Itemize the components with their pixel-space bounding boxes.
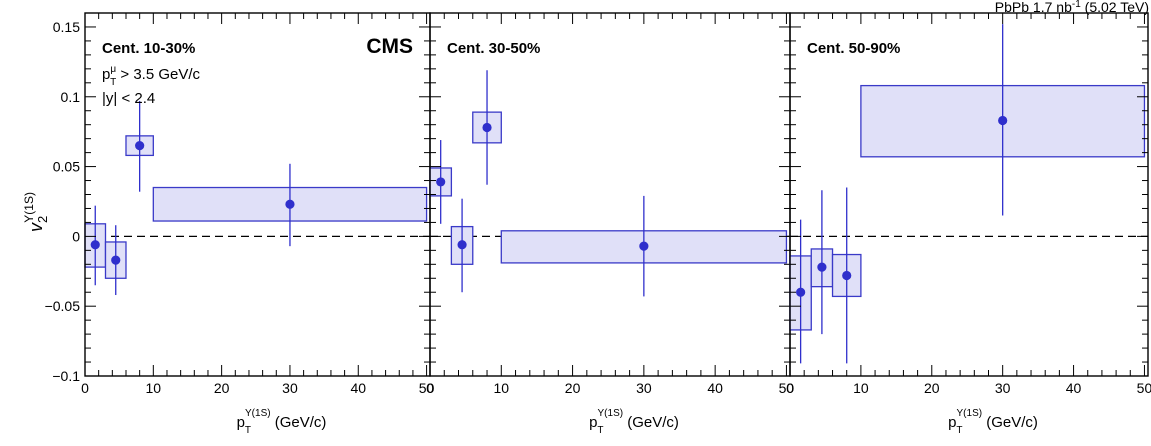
x-tick-label: 50: [419, 380, 435, 396]
y-tick-label: 0.05: [53, 159, 80, 175]
data-point: [285, 199, 295, 209]
x-axis-title-tail: (GeV/c): [982, 414, 1038, 431]
x-tick-label: 10: [853, 380, 869, 396]
x-tick-label: 40: [350, 380, 366, 396]
centrality-label: Cent. 10-30%: [102, 40, 195, 57]
x-axis-title-tail: (GeV/c): [271, 414, 327, 431]
y-axis-title-sub: 2: [35, 216, 50, 223]
x-axis-title-sup: Υ(1S): [957, 408, 983, 419]
x-axis-title: pT Υ(1S) (GeV/c): [237, 408, 327, 436]
y-tick-label: 0.1: [61, 89, 81, 105]
data-point: [842, 270, 852, 281]
x-axis-title-sub: T: [597, 425, 603, 436]
y-axis-title: v2Υ(1S): [22, 192, 50, 232]
x-axis-title-main: p: [589, 414, 597, 431]
y-tick-label: 0: [72, 228, 80, 244]
x-tick-label: 50: [779, 380, 795, 396]
x-tick-label: 10: [146, 380, 162, 396]
x-tick-label: 50: [1137, 380, 1151, 396]
x-tick-label: 20: [565, 380, 581, 396]
x-tick-label: 40: [1066, 380, 1082, 396]
x-axis-title-sup: Υ(1S): [598, 408, 624, 419]
x-axis-title-tail: (GeV/c): [623, 414, 679, 431]
x-tick-label: 30: [636, 380, 652, 396]
svg-text:v2Υ(1S): v2Υ(1S): [22, 192, 50, 232]
data-point: [457, 240, 467, 250]
cms-label: CMS: [366, 35, 413, 58]
y-axis-title-main: v: [26, 222, 46, 232]
y-tick-label: −0.05: [45, 298, 81, 314]
x-axis-title-main: p: [237, 414, 245, 431]
rapidity-cut-label: |y| < 2.4: [102, 90, 155, 107]
panel-3: 0 10 20 30 40 50 Cent. 50-90% pT Υ(1S) (GeV/c): [786, 12, 1151, 436]
x-tick-label: 20: [924, 380, 940, 396]
dataset-label: PbPb 1.7 nb-1 (5.02 TeV): [995, 0, 1149, 15]
x-tick-label: 0: [426, 380, 434, 396]
muon-pt-cut-sub: T: [110, 77, 116, 88]
x-axis-title-sub: T: [956, 425, 962, 436]
panel-frame: [789, 12, 1149, 377]
muon-pt-cut-sup: μ: [110, 64, 116, 75]
x-tick-label: 30: [282, 380, 298, 396]
dataset-label-main: PbPb 1.7 nb: [995, 0, 1072, 15]
data-point: [482, 122, 492, 133]
data-point: [817, 262, 827, 272]
panel-2: 0 10 20 30 40 50 Cent. 30-50% pT Υ(1S) (GeV/c): [426, 12, 795, 436]
x-tick-label: 30: [995, 380, 1011, 396]
panel-frame: [429, 12, 791, 377]
x-tick-label: 10: [493, 380, 509, 396]
x-axis-title-sub: T: [245, 425, 251, 436]
dataset-label-tail: (5.02 TeV): [1081, 0, 1149, 15]
x-axis-title-sup: Υ(1S): [245, 408, 271, 419]
muon-pt-cut-label: pμ T > 3.5 GeV/c: [102, 64, 201, 88]
y-tick-label: −0.1: [52, 368, 80, 384]
x-tick-label: 20: [214, 380, 230, 396]
x-tick-label: 0: [786, 380, 794, 396]
x-tick-label: 40: [707, 380, 723, 396]
data-point: [796, 287, 806, 297]
data-point: [135, 141, 145, 151]
muon-pt-cut-main: p: [102, 66, 110, 83]
data-point: [436, 177, 446, 187]
data-point: [639, 241, 649, 251]
centrality-label: Cent. 30-50%: [447, 40, 540, 57]
x-axis-title-main: p: [948, 414, 956, 431]
data-point: [111, 255, 121, 265]
centrality-label: Cent. 50-90%: [807, 40, 900, 57]
x-axis-title: pT Υ(1S) (GeV/c): [589, 408, 679, 436]
dataset-label-sup: -1: [1072, 0, 1081, 10]
muon-pt-cut-tail: > 3.5 GeV/c: [116, 66, 200, 83]
data-point: [998, 115, 1008, 126]
data-point: [90, 240, 100, 250]
x-axis-title: pT Υ(1S) (GeV/c): [948, 408, 1038, 436]
x-tick-label: 0: [81, 380, 89, 396]
y-axis-title-sup: Υ(1S): [22, 192, 36, 223]
y-tick-label: 0.15: [53, 19, 80, 35]
